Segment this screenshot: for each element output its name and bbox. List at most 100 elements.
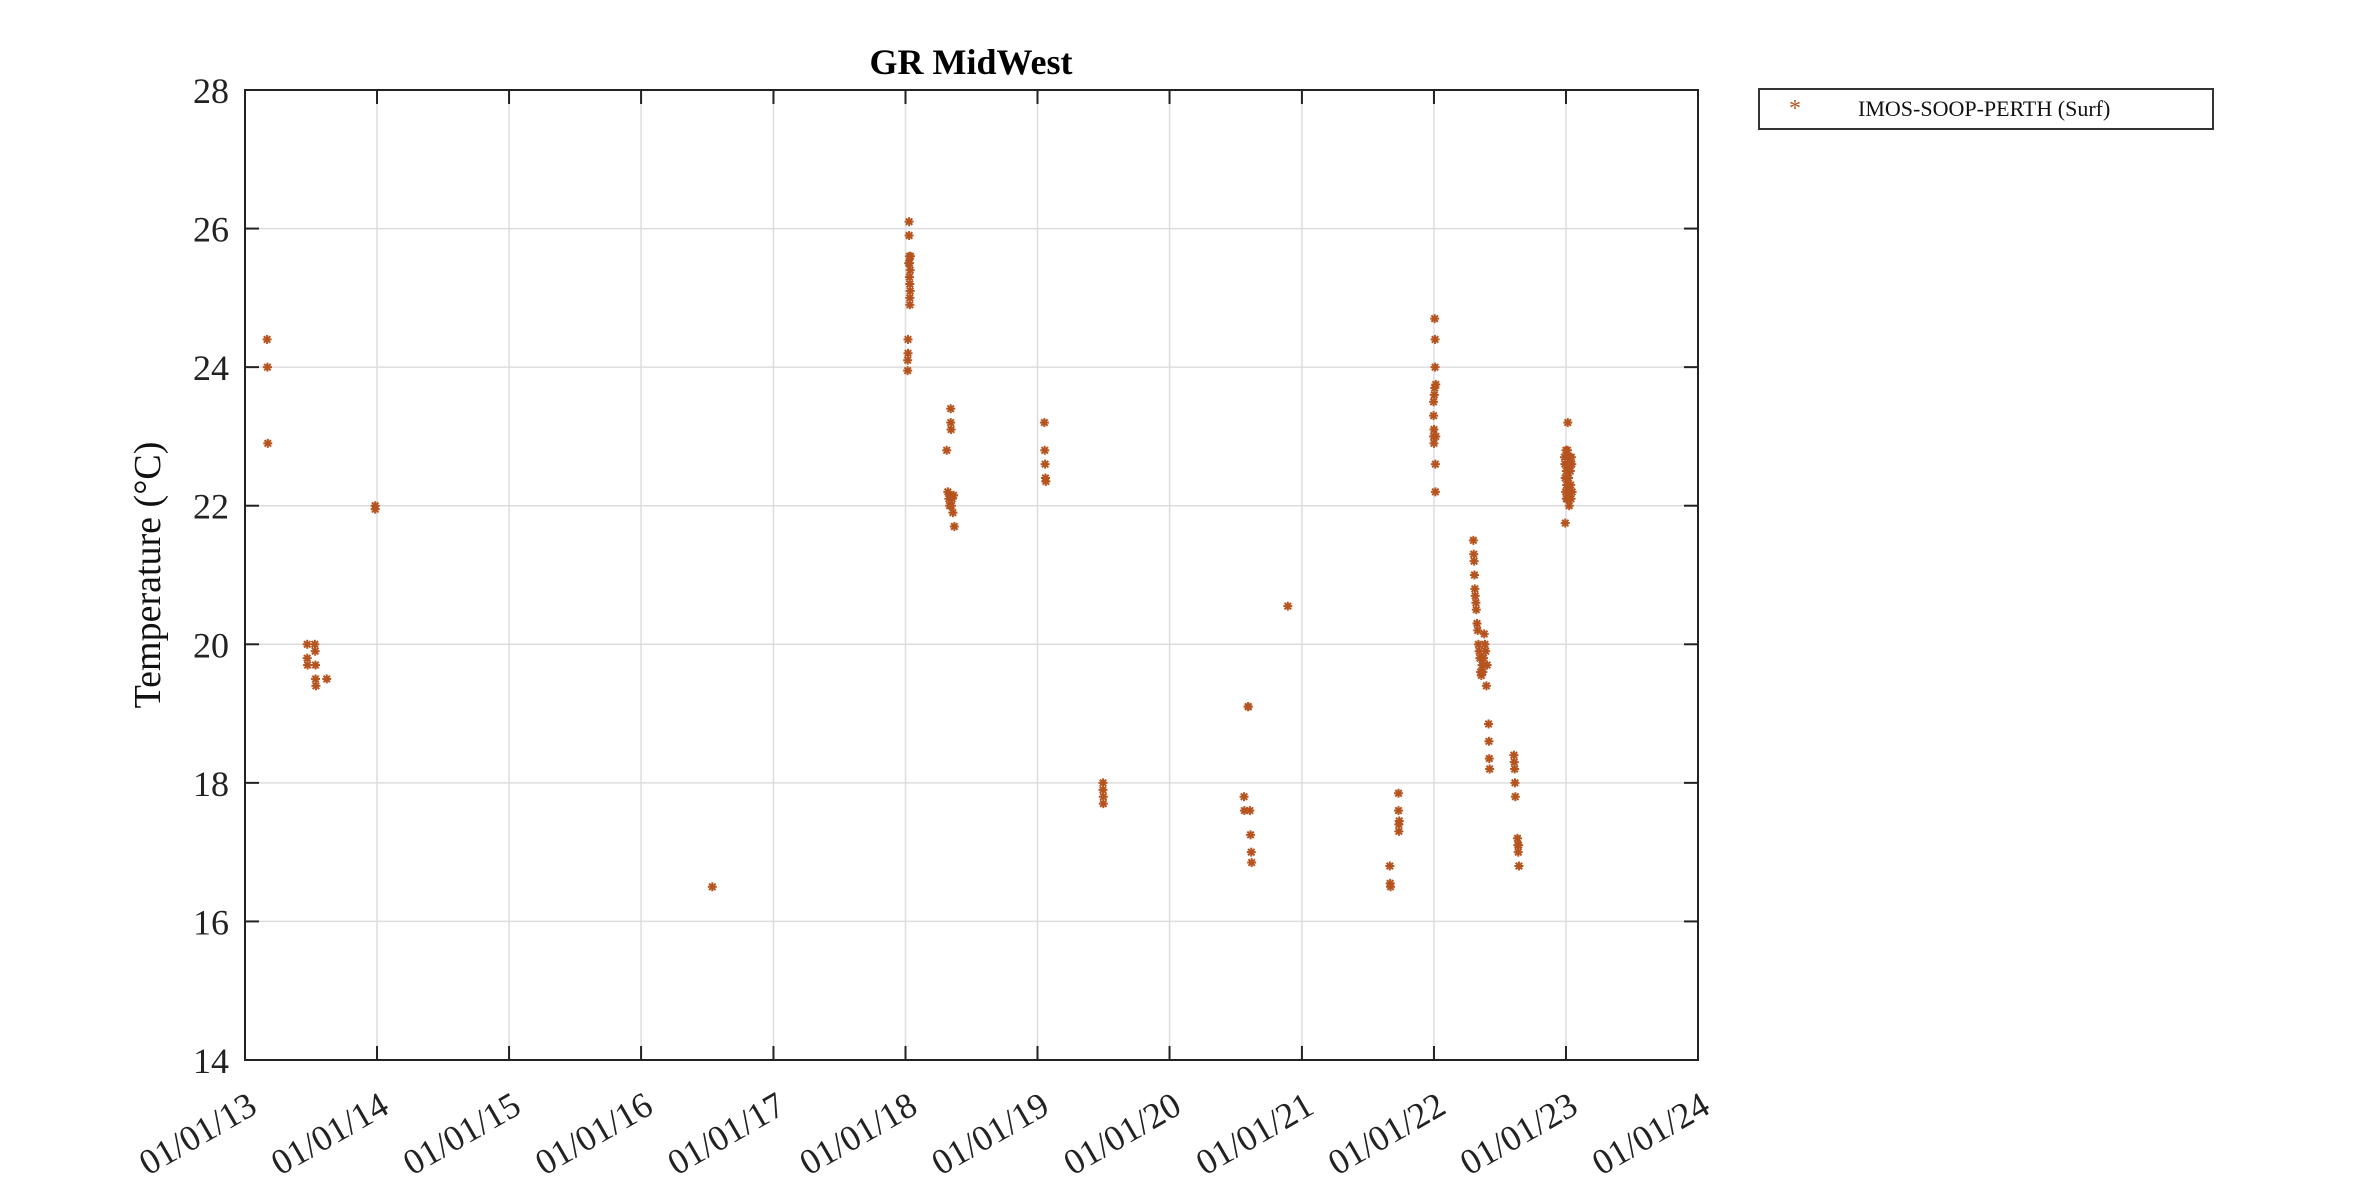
data-point bbox=[948, 508, 958, 518]
plot-area-frame bbox=[244, 89, 1699, 1061]
data-point bbox=[1394, 816, 1404, 826]
data-point bbox=[1098, 778, 1108, 788]
x-tick-label: 01/01/15 bbox=[396, 1084, 527, 1181]
data-point bbox=[1430, 459, 1440, 469]
data-point bbox=[1514, 840, 1524, 850]
data-point bbox=[1484, 719, 1494, 729]
y-tick-label: 20 bbox=[193, 625, 229, 665]
x-tick-label: 01/01/22 bbox=[1321, 1084, 1452, 1181]
data-point bbox=[1478, 667, 1488, 677]
y-tick-label: 26 bbox=[193, 210, 229, 250]
x-tick-label: 01/01/17 bbox=[661, 1084, 792, 1181]
data-point bbox=[1394, 788, 1404, 798]
data-point bbox=[1566, 480, 1576, 490]
data-point bbox=[1431, 431, 1441, 441]
data-point bbox=[1510, 792, 1520, 802]
data-point bbox=[1430, 314, 1440, 324]
y-axis-label: Temperature (°C) bbox=[127, 442, 169, 709]
x-tick-label: 01/01/19 bbox=[925, 1084, 1056, 1181]
data-point bbox=[1041, 476, 1051, 486]
data-point bbox=[1510, 778, 1520, 788]
y-tick-label: 24 bbox=[193, 348, 229, 388]
data-point bbox=[1039, 418, 1049, 428]
x-tick-label: 01/01/20 bbox=[1057, 1084, 1188, 1181]
data-point bbox=[1479, 653, 1489, 663]
data-point bbox=[1283, 601, 1293, 611]
data-point bbox=[1385, 861, 1395, 871]
data-point bbox=[262, 334, 272, 344]
data-point bbox=[311, 660, 321, 670]
data-point bbox=[1481, 681, 1491, 691]
data-point bbox=[1469, 556, 1479, 566]
data-point bbox=[1394, 806, 1404, 816]
data-point bbox=[904, 258, 914, 268]
x-tick-label: 01/01/21 bbox=[1189, 1084, 1320, 1181]
data-point bbox=[262, 362, 272, 372]
data-point bbox=[1246, 847, 1256, 857]
data-point bbox=[1429, 438, 1439, 448]
data-point bbox=[1394, 826, 1404, 836]
data-point bbox=[1430, 334, 1440, 344]
data-point bbox=[1485, 764, 1495, 774]
data-point bbox=[1513, 833, 1523, 843]
data-point bbox=[949, 490, 959, 500]
data-point bbox=[1484, 754, 1494, 764]
data-point bbox=[1567, 459, 1577, 469]
data-point bbox=[1560, 518, 1570, 528]
data-point bbox=[302, 639, 312, 649]
data-point bbox=[904, 217, 914, 227]
data-point bbox=[1040, 445, 1050, 455]
data-point bbox=[1468, 535, 1478, 545]
y-tick-label: 28 bbox=[193, 71, 229, 111]
y-tick-label: 14 bbox=[193, 1041, 229, 1081]
data-point bbox=[1562, 445, 1572, 455]
data-point bbox=[1040, 459, 1050, 469]
data-point bbox=[949, 522, 959, 531]
data-point bbox=[1429, 425, 1439, 434]
x-tick-label: 01/01/18 bbox=[793, 1084, 924, 1181]
data-point bbox=[263, 438, 273, 448]
x-tick-label: 01/01/13 bbox=[132, 1084, 263, 1181]
data-point bbox=[1484, 736, 1494, 746]
data-point bbox=[1429, 411, 1439, 421]
data-point bbox=[946, 404, 956, 414]
data-point bbox=[1471, 605, 1481, 615]
data-point bbox=[904, 231, 914, 240]
data-point bbox=[1429, 397, 1439, 407]
y-tick-label: 16 bbox=[193, 902, 229, 942]
data-point bbox=[1514, 861, 1524, 871]
data-point bbox=[1482, 660, 1492, 670]
x-tick-label: 01/01/23 bbox=[1453, 1084, 1584, 1181]
grid-lines bbox=[245, 90, 1698, 1060]
x-tick-label: 01/01/14 bbox=[264, 1084, 395, 1181]
data-point bbox=[1247, 858, 1257, 868]
data-point bbox=[1510, 764, 1520, 774]
legend-series-label: IMOS-SOOP-PERTH (Surf) bbox=[1858, 96, 2111, 121]
data-point bbox=[905, 300, 915, 310]
data-point bbox=[1567, 487, 1577, 497]
data-point bbox=[311, 681, 321, 691]
data-point bbox=[903, 348, 913, 358]
data-point bbox=[905, 286, 915, 296]
y-tick-label: 18 bbox=[193, 764, 229, 804]
data-point bbox=[1561, 494, 1571, 504]
data-point bbox=[942, 445, 952, 455]
data-point bbox=[903, 366, 913, 376]
data-point bbox=[1564, 501, 1574, 511]
data-point bbox=[1098, 799, 1108, 809]
data-point bbox=[903, 334, 913, 344]
data-point bbox=[1245, 806, 1255, 816]
data-point bbox=[1473, 625, 1483, 635]
data-point bbox=[1239, 792, 1249, 802]
data-point bbox=[370, 504, 380, 514]
data-point bbox=[310, 646, 320, 656]
data-point bbox=[905, 265, 915, 275]
data-point bbox=[946, 418, 956, 428]
data-point bbox=[1564, 473, 1574, 483]
chart-title: GR MidWest bbox=[870, 42, 1073, 82]
data-point bbox=[1246, 830, 1256, 840]
data-points bbox=[262, 217, 1577, 892]
data-point bbox=[1243, 702, 1253, 712]
legend-asterisk-marker-icon: * bbox=[1789, 96, 1801, 122]
